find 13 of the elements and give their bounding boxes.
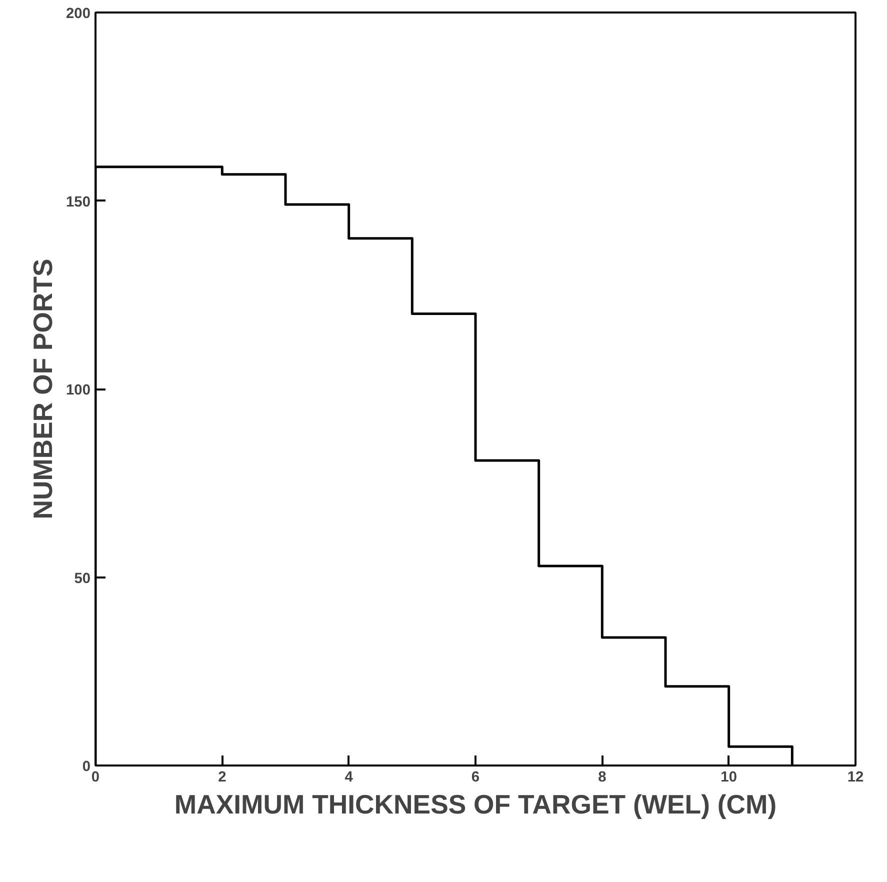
y-tick-label: 50: [74, 570, 91, 587]
y-tick-label: 0: [82, 759, 91, 775]
x-tick-label: 2: [218, 770, 226, 786]
y-tick-label: 200: [66, 6, 91, 22]
y-axis-title: NUMBER OF PORTS: [28, 258, 58, 520]
x-tick-label: 4: [344, 770, 354, 786]
x-tick-label: 8: [598, 770, 606, 786]
x-axis-title: MAXIMUM THICKNESS OF TARGET (WEL) (CM): [174, 790, 777, 820]
y-tick-label: 100: [66, 382, 91, 398]
x-tick-label: 6: [471, 770, 480, 786]
y-tick-label: 150: [66, 194, 91, 210]
x-tick-label: 12: [847, 770, 864, 786]
x-tick-label: 10: [720, 770, 737, 786]
